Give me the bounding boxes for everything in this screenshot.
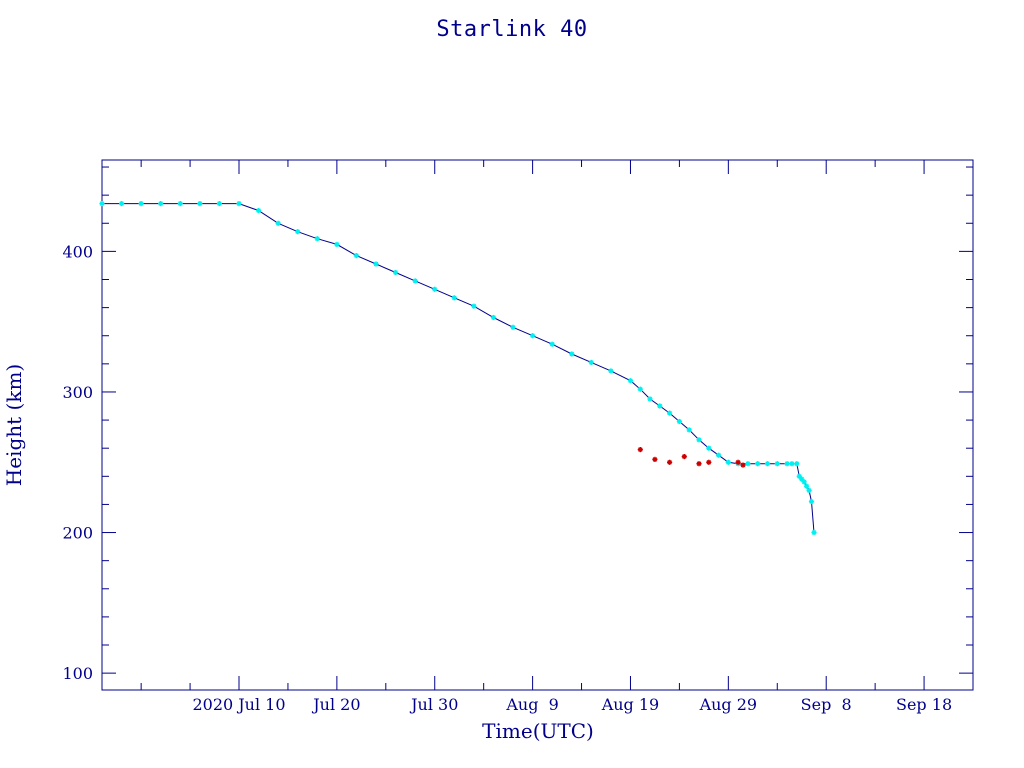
y-tick-label: 200: [62, 524, 93, 543]
y-tick-label: 100: [62, 664, 93, 683]
data-point: [696, 437, 702, 443]
data-point: [295, 229, 301, 235]
data-point: [197, 201, 203, 207]
data-point: [647, 396, 653, 402]
x-tick-label: Aug 9: [505, 695, 558, 714]
data-point: [806, 487, 812, 493]
axis-ticks: [102, 160, 974, 690]
highlight-point: [706, 459, 712, 465]
data-point: [686, 427, 692, 433]
data-point: [784, 461, 790, 467]
highlight-point: [740, 462, 746, 468]
data-point: [808, 499, 815, 505]
data-point: [588, 359, 594, 365]
plot-frame: [101, 159, 974, 691]
data-point: [715, 452, 722, 458]
highlight-point: [666, 459, 673, 465]
data-point: [334, 241, 340, 247]
data-point: [608, 368, 614, 374]
data-point: [803, 483, 810, 489]
highlight-point: [735, 459, 741, 465]
data-point: [529, 333, 536, 339]
data-point: [216, 201, 222, 207]
data-point: [706, 445, 712, 451]
data-point: [471, 303, 477, 309]
y-tick-label: 300: [62, 383, 93, 402]
data-point: [177, 201, 183, 207]
data-point: [657, 403, 663, 409]
data-point: [393, 269, 399, 276]
data-point: [490, 314, 497, 321]
x-axis-label: Time(UTC): [482, 719, 594, 743]
data-point: [236, 201, 242, 207]
x-tick-label: 2020 Jul 10: [192, 695, 285, 714]
x-tick-label: Jul 20: [311, 695, 360, 714]
data-point: [801, 479, 807, 485]
data-point: [549, 341, 555, 347]
data-point: [314, 236, 320, 242]
data-point: [725, 459, 731, 465]
highlight-point: [637, 447, 643, 453]
data-point: [794, 461, 800, 467]
highlight-point: [652, 456, 658, 462]
data-point: [676, 418, 683, 425]
data-point: [811, 529, 817, 536]
data-point: [118, 201, 125, 207]
data-point: [353, 253, 359, 259]
data-point: [275, 220, 281, 226]
data-point: [745, 461, 751, 467]
data-point: [666, 410, 673, 416]
data-point: [764, 461, 771, 467]
data-point: [774, 461, 780, 467]
data-point: [256, 208, 262, 214]
data-point: [755, 461, 761, 467]
data-point: [373, 261, 379, 267]
data-point: [789, 461, 795, 467]
y-axis-label: Height (km): [2, 364, 26, 486]
data-point: [158, 201, 164, 207]
series-points: [99, 201, 817, 536]
tick-labels: 2020 Jul 10 Jul 20 Jul 30 Aug 9 Aug 19 Aug 29…: [62, 242, 952, 714]
data-point: [412, 278, 418, 284]
data-point: [627, 378, 634, 384]
x-tick-label: Aug 19: [601, 695, 660, 714]
x-tick-label: Jul 30: [409, 695, 458, 714]
data-point: [432, 286, 438, 292]
series-line: [102, 203, 815, 533]
data-point: [510, 324, 516, 330]
chart-title: Starlink 40: [436, 17, 587, 42]
data-point: [451, 295, 457, 301]
series-line-path: [102, 203, 815, 533]
data-point: [99, 201, 105, 207]
y-tick-label: 400: [62, 242, 93, 261]
data-point: [138, 201, 144, 207]
x-tick-label: Sep 8: [801, 695, 852, 714]
data-point: [637, 386, 643, 392]
highlight-point: [696, 461, 702, 467]
x-tick-label: Aug 29: [699, 695, 758, 714]
data-point: [569, 351, 575, 357]
x-tick-label: Sep 18: [896, 695, 952, 714]
plot-border: [101, 159, 974, 691]
highlight-point: [681, 454, 687, 460]
